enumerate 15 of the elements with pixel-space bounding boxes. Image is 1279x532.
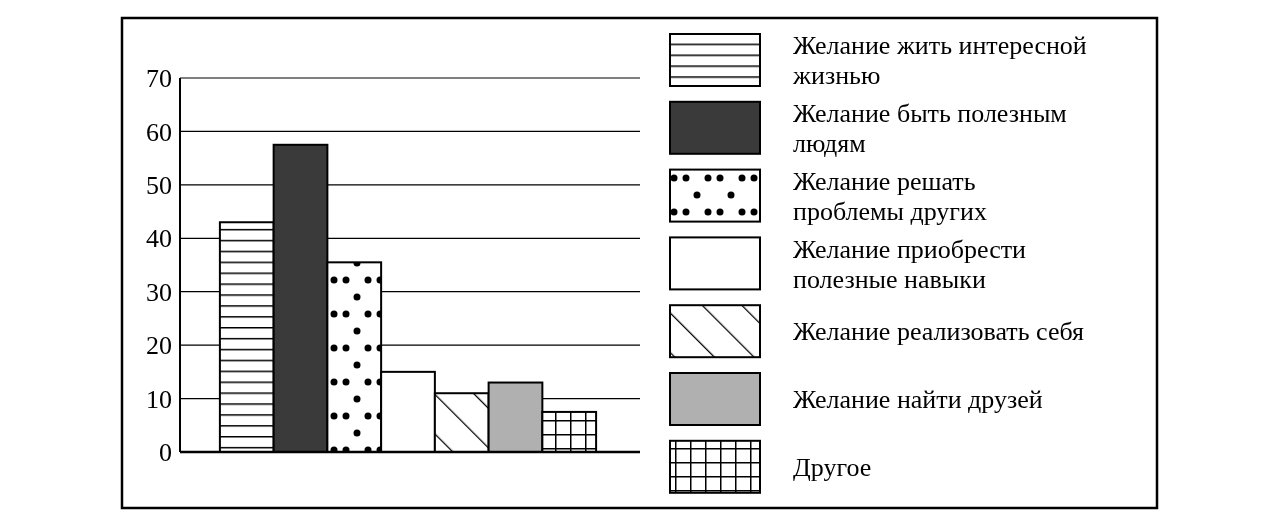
legend-label: Желание решать проблемы других bbox=[793, 166, 987, 226]
legend-label: Желание найти друзей bbox=[793, 385, 1043, 415]
legend-label: Желание реализовать себя bbox=[793, 317, 1085, 347]
y-tick-label: 50 bbox=[146, 170, 172, 200]
y-tick-label: 30 bbox=[146, 277, 172, 307]
legend-label: Желание приобрести полезные навыки bbox=[793, 234, 1027, 294]
legend-label: Желание быть полезным людям bbox=[793, 98, 1067, 158]
y-tick-label: 70 bbox=[146, 64, 172, 94]
y-tick-label: 0 bbox=[159, 438, 172, 468]
y-tick-label: 20 bbox=[146, 331, 172, 361]
legend-label: Другое bbox=[793, 452, 872, 482]
legend-label: Желание жить интересной жизнью bbox=[792, 31, 1087, 91]
y-tick-label: 40 bbox=[146, 224, 172, 254]
y-tick-label: 10 bbox=[146, 384, 172, 414]
y-tick-label: 60 bbox=[146, 117, 172, 147]
